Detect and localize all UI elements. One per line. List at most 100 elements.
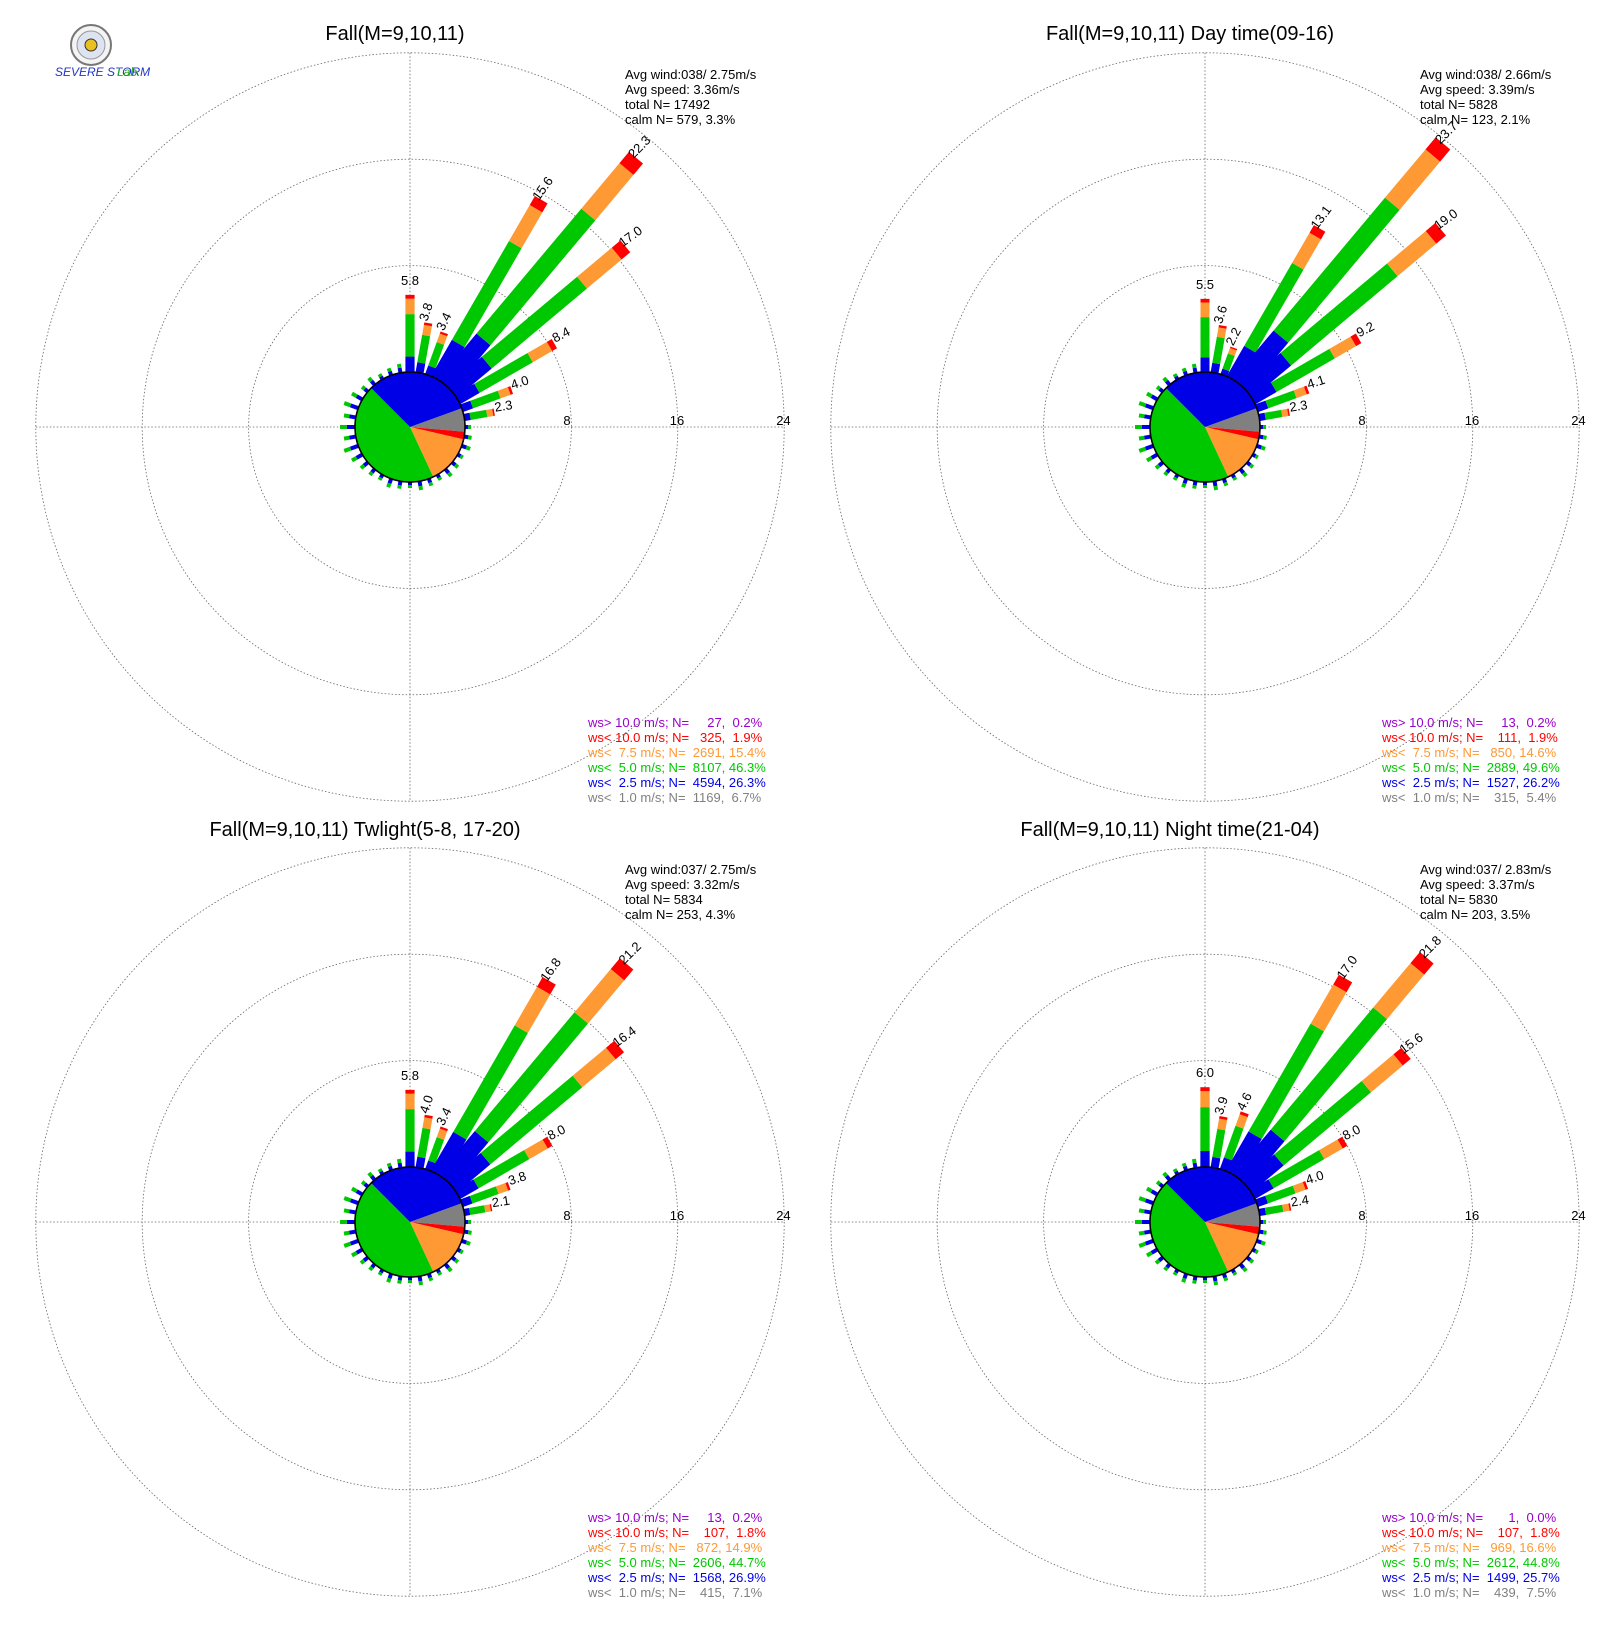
minor-spoke	[387, 1272, 394, 1280]
ring-label: 24	[776, 1208, 790, 1223]
minor-spoke	[1238, 467, 1246, 475]
spoke-segment	[486, 408, 494, 418]
minor-spoke	[348, 414, 357, 420]
spoke-label: 4.0	[509, 372, 531, 392]
spoke-segment	[1280, 263, 1398, 366]
spoke-label: 3.8	[416, 301, 436, 323]
minor-spoke	[348, 1229, 357, 1235]
spoke-segment	[1210, 1156, 1221, 1169]
spoke-segment	[514, 986, 551, 1034]
legend-entry: ws< 2.5 m/s; N= 1568, 26.9%	[587, 1570, 766, 1585]
legend-entry: ws> 10.0 m/s; N= 13, 0.2%	[587, 1510, 763, 1525]
minor-spoke	[1213, 1280, 1219, 1286]
spoke-label: 2.1	[491, 1193, 511, 1211]
core-slice-lt10	[410, 427, 465, 440]
minor-spoke	[397, 1279, 402, 1284]
spoke-segment	[438, 1130, 489, 1186]
spoke-segment	[1217, 1118, 1228, 1131]
spoke-label: 2.3	[493, 397, 513, 415]
spoke-segment	[1425, 222, 1446, 244]
minor-spoke	[1163, 471, 1169, 477]
spoke-segment	[481, 276, 587, 369]
spoke-label: 2.3	[1288, 397, 1308, 415]
minor-spoke	[343, 401, 352, 408]
minor-spoke	[1172, 1168, 1178, 1173]
minor-spoke	[1232, 476, 1238, 481]
spoke-segment	[1329, 336, 1357, 359]
spoke-label: 4.0	[1304, 1167, 1326, 1187]
spoke-segment	[1216, 327, 1227, 339]
minor-spoke	[1249, 463, 1255, 469]
minor-spoke	[1172, 373, 1178, 378]
minor-spoke	[467, 435, 472, 440]
legend-entry: ws< 5.0 m/s; N= 2612, 44.8%	[1381, 1555, 1560, 1570]
minor-spoke	[1254, 1249, 1259, 1255]
spoke-label: 2.4	[1290, 1192, 1310, 1210]
spoke-segment	[1210, 362, 1221, 374]
spoke-segment	[606, 1040, 625, 1060]
spoke-segment	[1264, 409, 1283, 420]
spoke-segment	[451, 240, 522, 348]
grid-ring	[35, 52, 785, 802]
spoke-segment	[1223, 1125, 1244, 1161]
minor-spoke	[1145, 456, 1153, 463]
minor-spoke	[1154, 464, 1161, 470]
minor-spoke	[1249, 1258, 1255, 1264]
spoke-label: 4.1	[1305, 372, 1327, 392]
minor-spoke	[1144, 403, 1155, 411]
legend-entry: ws< 1.0 m/s; N= 1169, 6.7%	[587, 790, 762, 805]
stats-line: calm N= 253, 4.3%	[625, 907, 736, 922]
spoke-segment	[460, 400, 474, 413]
legend-entry: ws< 7.5 m/s; N= 850, 14.6%	[1381, 745, 1557, 760]
minor-spoke	[467, 1230, 472, 1235]
legend-entry: ws< 10.0 m/s; N= 107, 1.8%	[1381, 1525, 1560, 1540]
minor-spoke	[437, 1271, 443, 1276]
minor-spoke	[1181, 367, 1187, 373]
spoke-segment	[1227, 347, 1237, 356]
core-slice-lt2_5	[371, 1166, 462, 1222]
spoke-segment	[1258, 412, 1266, 422]
legend-entry: ws< 5.0 m/s; N= 2889, 49.6%	[1381, 760, 1560, 775]
minor-spoke	[362, 460, 370, 468]
legend-entry: ws< 2.5 m/s; N= 1499, 25.7%	[1381, 1570, 1560, 1585]
spoke-segment	[1282, 1203, 1290, 1212]
spoke-segment	[1273, 197, 1400, 343]
minor-spoke	[386, 367, 392, 373]
minor-spoke	[350, 391, 358, 398]
minor-spoke	[465, 445, 471, 451]
minor-spoke	[1138, 1241, 1147, 1248]
spoke-segment	[447, 1152, 491, 1193]
spoke-segment	[1233, 330, 1289, 391]
minor-spoke	[343, 413, 350, 419]
svg-text:SEVERE STORM: SEVERE STORM	[55, 65, 150, 79]
spoke-segment	[476, 208, 596, 346]
spoke-segment	[1235, 1114, 1248, 1129]
spoke-segment	[469, 1205, 486, 1216]
spoke-segment	[1249, 382, 1277, 405]
minor-spoke	[348, 1209, 357, 1215]
core-outline	[1149, 1166, 1261, 1278]
spoke-segment	[422, 1117, 433, 1130]
legend-entry: ws> 10.0 m/s; N= 27, 0.2%	[587, 715, 763, 730]
minor-spoke	[1150, 1189, 1159, 1197]
minor-spoke	[1150, 394, 1159, 402]
legend-entry: ws< 5.0 m/s; N= 8107, 46.3%	[587, 760, 766, 775]
minor-spoke	[1143, 414, 1152, 420]
minor-spoke	[1157, 1255, 1165, 1263]
minor-spoke	[465, 1240, 471, 1246]
minor-spoke	[1232, 1271, 1238, 1276]
minor-spoke	[1255, 443, 1263, 450]
spoke-segment	[497, 387, 511, 399]
minor-spoke	[355, 1247, 364, 1255]
spoke-label: 8.4	[550, 324, 573, 346]
spoke-segment	[542, 1136, 553, 1149]
minor-spoke	[1260, 445, 1266, 451]
core-outline	[1149, 371, 1261, 483]
ring-label: 8	[563, 413, 570, 428]
minor-spoke	[447, 1266, 453, 1273]
minor-spoke	[1163, 1266, 1169, 1272]
stats-line: total N= 5828	[1420, 97, 1498, 112]
spoke-segment	[1271, 348, 1335, 393]
core-slice-lt5	[1150, 1183, 1229, 1277]
spoke-segment	[430, 1131, 467, 1179]
